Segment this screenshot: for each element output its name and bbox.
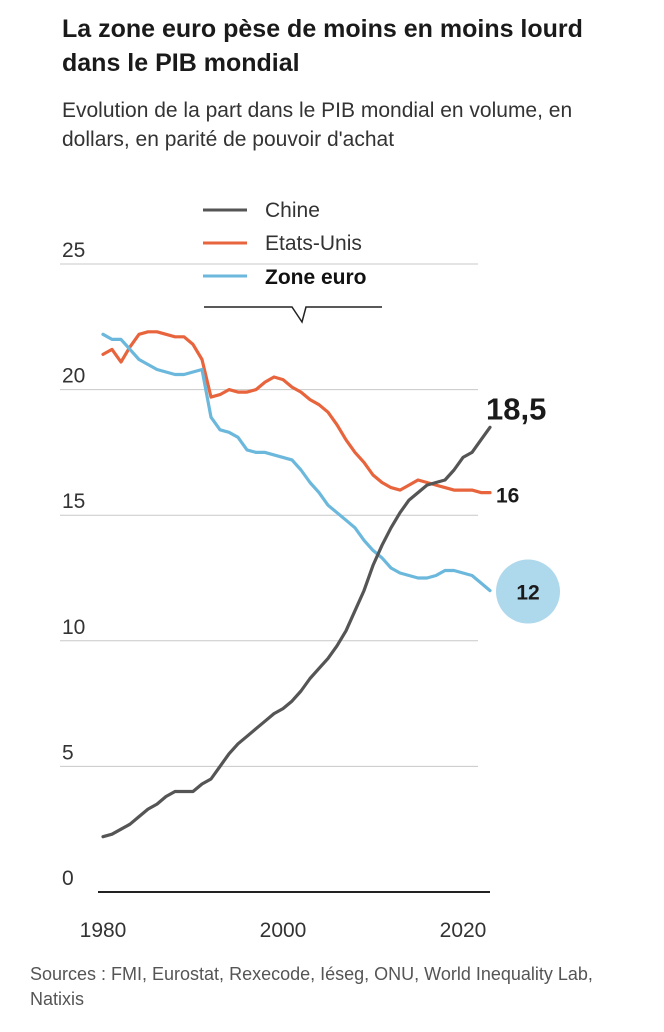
y-tick-label: 15 <box>62 490 85 513</box>
source-note: Sources : FMI, Eurostat, Rexecode, Iéseg… <box>30 964 593 1009</box>
end-label-layer: 18,5 16 12 <box>486 391 560 624</box>
legend-label-zone-euro: Zone euro <box>265 266 367 289</box>
legend-pointer <box>204 306 382 324</box>
series-line-chine <box>101 425 492 839</box>
legend-label-etats-unis: Etats-Unis <box>265 232 362 255</box>
end-label-zone-euro: 12 <box>516 582 539 605</box>
chart-title: La zone euro pèse de moins en moins lour… <box>62 15 583 77</box>
x-tick-label: 2000 <box>260 919 307 942</box>
y-tick-label: 10 <box>62 616 85 639</box>
series-layer <box>101 330 492 839</box>
grid-layer <box>60 263 478 767</box>
end-label-chine: 18,5 <box>486 391 546 426</box>
end-label-etats-unis: 16 <box>496 485 519 508</box>
series-line-zone-euro <box>101 332 492 593</box>
legend-label-chine: Chine <box>265 199 320 222</box>
axis-layer: 0 5 10 15 20 25 1980 2000 2020 <box>62 239 490 942</box>
x-tick-label: 2020 <box>440 919 487 942</box>
x-tick-label: 1980 <box>80 919 127 942</box>
chart-subtitle: Evolution de la part dans le PIB mondial… <box>62 99 573 151</box>
y-tick-label: 25 <box>62 239 85 262</box>
legend: Chine Etats-Unis Zone euro <box>203 199 382 324</box>
y-tick-label: 0 <box>62 867 74 890</box>
end-label-bubble-zone-euro <box>496 559 560 624</box>
y-tick-label: 5 <box>62 741 74 764</box>
y-tick-label: 20 <box>62 365 85 388</box>
series-line-etats-unis <box>101 330 492 495</box>
